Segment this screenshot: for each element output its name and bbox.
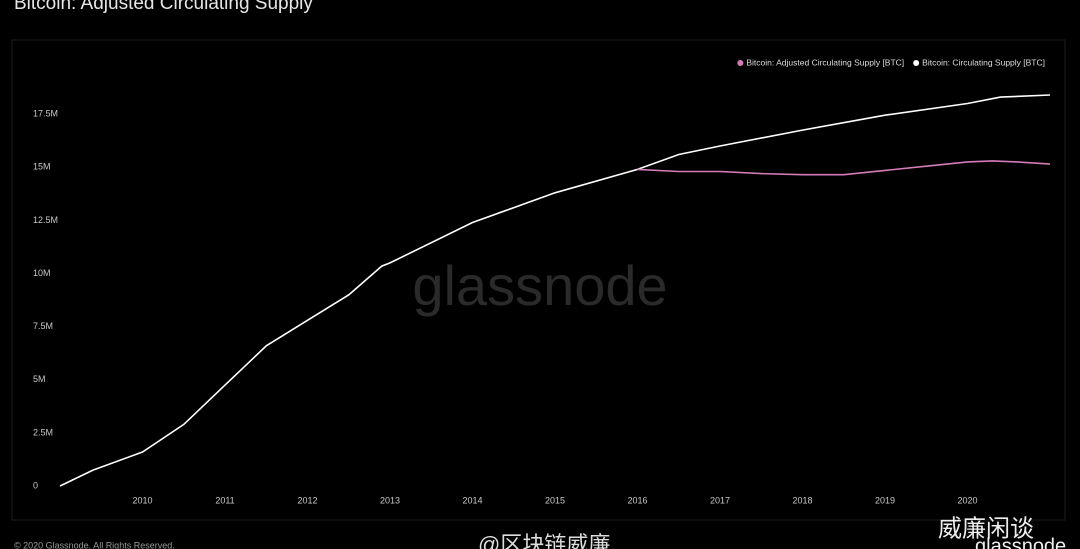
x-tick-label: 2015 [545,495,565,505]
x-tick-label: 2010 [132,495,152,505]
y-tick-label: 5M [33,374,46,384]
chart-panel [11,39,1066,521]
legend-label: Bitcoin: Adjusted Circulating Supply [BT… [746,57,904,67]
legend-label: Bitcoin: Circulating Supply [BTC] [922,57,1045,67]
series-line [637,160,1051,176]
footer: © 2020 Glassnode. All Rights Reserved. [14,540,175,549]
overlay-text: 威廉闲谈 [938,515,1034,542]
x-tick-label: 2019 [875,495,895,505]
x-tick-label: 2011 [215,495,234,505]
x-tick-label: 2016 [627,495,647,505]
y-tick-label: 15M [33,162,51,172]
y-tick-label: 17.5M [33,109,58,119]
series-line [59,94,1051,487]
y-tick-label: 7.5M [33,321,53,331]
x-tick-label: 2012 [297,495,317,505]
y-tick-label: 12.5M [33,215,58,225]
x-tick-label: 2013 [380,495,400,505]
overlay-text: glassnode [975,535,1066,549]
overlay-text: @区块链威廉 [478,532,610,549]
x-tick-label: 2017 [710,495,730,505]
legend-marker [913,60,920,66]
x-tick-label: 2018 [792,495,812,505]
watermark: glassnode [412,254,667,317]
x-tick-label: 2020 [957,495,977,505]
y-tick-label: 0 [33,480,38,490]
legend-marker [737,60,744,66]
y-tick-label: 10M [33,268,51,278]
x-tick-label: 2014 [462,495,482,505]
chart-title: Bitcoin: Adjusted Circulating Supply [14,0,313,14]
y-tick-label: 2.5M [33,427,53,437]
